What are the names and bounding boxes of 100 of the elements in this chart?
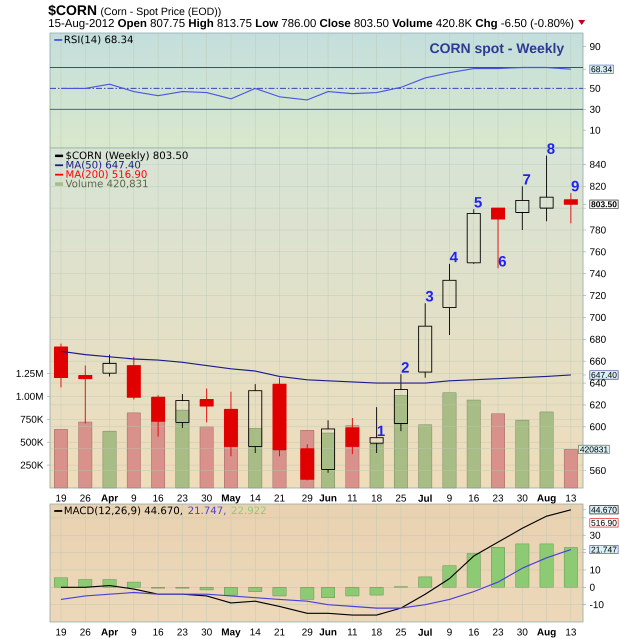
y-tick-label: 44.670 (591, 506, 617, 513)
x-tick-label: Aug (537, 494, 556, 504)
x-tick-label: 11 (348, 494, 358, 502)
bar (126, 582, 141, 588)
annotation: 1 (378, 426, 385, 436)
x-tick-label: 9 (447, 628, 452, 636)
text: 516.90 (591, 520, 617, 526)
bar (564, 547, 578, 588)
chart-subtitle: (Corn - Spot Price (EOD)) (101, 7, 221, 18)
x-tick-label: May (222, 628, 241, 638)
y-tick-label: 90 (590, 43, 600, 50)
bar (200, 426, 214, 488)
x-tick-label: 9 (132, 494, 136, 502)
bar (248, 587, 262, 592)
bar (126, 412, 141, 488)
x-tick-label: Jul (418, 628, 432, 636)
candlestick (540, 155, 554, 222)
x-tick-label: 16 (153, 494, 164, 502)
candlestick (102, 354, 117, 377)
x-tick-label: 21 (274, 628, 285, 636)
annotation: 8 (547, 143, 555, 154)
candlestick (54, 343, 68, 388)
y-tick-label: 660 (590, 358, 606, 365)
bar (540, 412, 554, 488)
x-tick-label: 23 (492, 494, 504, 502)
line-series (60, 66, 572, 100)
bar (370, 587, 384, 596)
x-tick-label: 14 (250, 494, 260, 502)
bar (564, 449, 578, 488)
annotation: 2 (402, 362, 409, 373)
annotation: 9 (572, 180, 579, 192)
legend-label: $CORN (Weekly) 803.50 (66, 151, 188, 162)
y-tick-label: 0 (590, 584, 595, 591)
x-tick-label: 25 (396, 494, 406, 502)
y-tick-label: 560 (590, 466, 606, 474)
y-tick-label: 68.34 (591, 66, 612, 72)
y2-tick-label: 1.25M (16, 370, 43, 377)
y-tick-label: 50 (590, 84, 600, 92)
x-tick-label: 19 (56, 494, 66, 502)
bar (102, 430, 116, 488)
bar (54, 578, 68, 588)
chart-title: $CORN (48, 4, 96, 16)
y-tick-label: 840 (590, 160, 606, 168)
x-tick-label: 11 (348, 628, 358, 636)
bar (466, 553, 481, 588)
x-tick-label: 29 (302, 494, 312, 502)
legend-label: MA(200) 516.90 (66, 170, 147, 180)
x-tick-label: May (222, 494, 241, 504)
x-tick-label: 18 (372, 628, 382, 636)
bar (515, 420, 530, 488)
x-tick-label: 13 (566, 494, 576, 502)
x-tick-label: 29 (302, 628, 312, 636)
y-tick-label: 803.50 (591, 201, 617, 208)
x-tick-label: Apr (101, 494, 118, 504)
candlestick (126, 356, 141, 400)
bar (442, 565, 456, 588)
text: 21.747, (188, 506, 226, 516)
annotation: 7 (523, 174, 530, 185)
x-tick-label: 26 (80, 494, 90, 502)
x-tick-label: 16 (468, 494, 479, 502)
bar (491, 547, 505, 588)
bar (175, 410, 190, 488)
text: 15-Aug-2012 Open 807.75 High 813.75 Low 786.00 Close 803.50 Volume 420.8K Chg -6.50 (-0.80%) (49, 18, 574, 30)
y-tick-label: 620 (590, 401, 606, 408)
bar (540, 544, 554, 588)
x-tick-label: 26 (80, 628, 90, 636)
bar (466, 400, 481, 488)
x-tick-label: 19 (56, 628, 66, 636)
annotation: 5 (474, 197, 482, 208)
candlestick (491, 208, 506, 269)
y-tick-label: 10 (590, 126, 600, 134)
y-tick-label: 640 (590, 380, 606, 387)
x-tick-label: 18 (372, 494, 382, 502)
candlestick (200, 388, 214, 423)
bar (300, 587, 314, 600)
x-tick-label: 30 (202, 494, 212, 502)
x-tick-label: 23 (492, 628, 504, 636)
bar (224, 587, 238, 596)
y-tick-label: 760 (590, 248, 606, 256)
y2-tick-label: 750K (20, 416, 44, 423)
bar (515, 544, 530, 588)
x-tick-label: 9 (132, 628, 136, 636)
y-tick-label: 30 (590, 532, 600, 539)
x-tick-label: 14 (250, 628, 260, 636)
annotation: 4 (450, 252, 458, 262)
bar (78, 422, 92, 488)
y-tick-label: 720 (590, 292, 606, 300)
bar (54, 429, 68, 488)
x-tick-label: Jun (319, 494, 336, 502)
bar (394, 395, 408, 488)
x-tick-label: 30 (517, 494, 528, 502)
x-tick-label: 16 (468, 628, 479, 636)
bar (248, 428, 262, 488)
x-tick-label: 13 (566, 628, 576, 636)
legend-label: MACD(12,26,9) 44.670, (64, 506, 182, 516)
text: Volume 420,831 (66, 179, 148, 188)
x-tick-label: 9 (447, 494, 452, 502)
annotation: CORN spot - Weekly (430, 42, 564, 56)
x-tick-label: Apr (101, 628, 118, 638)
y-tick-label: 740 (590, 270, 606, 278)
